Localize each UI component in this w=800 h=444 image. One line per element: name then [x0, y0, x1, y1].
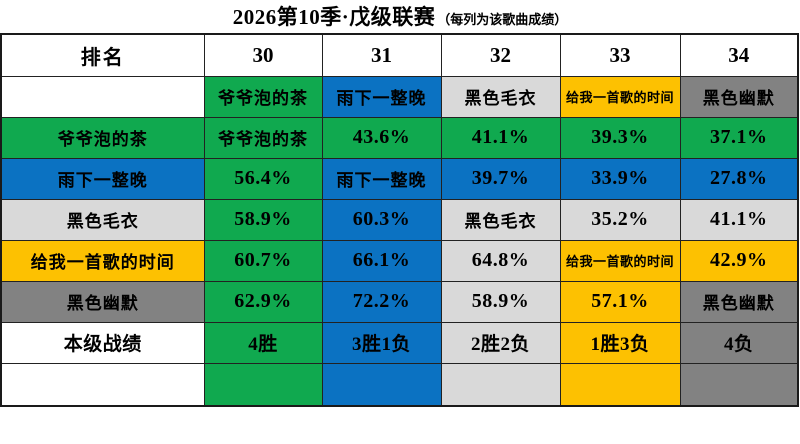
- table-cell: 66.1%: [321, 239, 442, 282]
- league-table-body: 排名 30 31 32 33 34 爷爷泡的茶 雨下一整晚 黑色毛衣 给我一首歌的时间 黑色幽默 爷爷…: [0, 33, 799, 407]
- table-cell: 56.4%: [203, 157, 323, 200]
- table-cell: 黑色毛衣: [440, 75, 561, 118]
- league-table: 排名 30 31 32 33 34 爷爷泡的茶 雨下一整晚 黑色毛衣 给我一首歌的时间 黑色幽默 爷爷…: [0, 33, 799, 407]
- table-cell: 35.2%: [559, 198, 681, 241]
- row-label-cell: 给我一首歌的时间: [0, 239, 205, 282]
- table-cell: [203, 362, 323, 407]
- table-row: 黑色毛衣 58.9% 60.3% 黑色毛衣 35.2% 41.1%: [0, 198, 799, 241]
- row-label-cell: 雨下一整晚: [0, 157, 205, 200]
- page-title: 2026第10季·戊级联赛 （每列为该歌曲成绩）: [0, 0, 800, 33]
- column-header-cell: 31: [321, 33, 442, 77]
- table-row: [0, 362, 799, 407]
- table-cell: 42.9%: [679, 239, 799, 282]
- table-cell: 39.3%: [559, 116, 681, 159]
- table-cell: 60.3%: [321, 198, 442, 241]
- table-cell: 60.7%: [203, 239, 323, 282]
- table-cell: 58.9%: [440, 280, 561, 323]
- table-cell: 黑色幽默: [679, 75, 799, 118]
- table-row: 本级战绩 4胜 3胜1负 2胜2负 1胜3负 4负: [0, 321, 799, 364]
- table-cell: 43.6%: [321, 116, 442, 159]
- rank-header-cell: 排名: [0, 33, 205, 77]
- table-cell: [679, 362, 799, 407]
- table-cell: 27.8%: [679, 157, 799, 200]
- table-cell: 3胜1负: [321, 321, 442, 364]
- row-label-cell: 黑色毛衣: [0, 198, 205, 241]
- header-row: 排名 30 31 32 33 34: [0, 33, 799, 77]
- table-row: 给我一首歌的时间 60.7% 66.1% 64.8% 给我一首歌的时间 42.9%: [0, 239, 799, 282]
- table-cell: 爷爷泡的茶: [203, 75, 323, 118]
- table-row: 黑色幽默 62.9% 72.2% 58.9% 57.1% 黑色幽默: [0, 280, 799, 323]
- table-cell: 33.9%: [559, 157, 681, 200]
- row-label-cell: 本级战绩: [0, 321, 205, 364]
- table-cell: 给我一首歌的时间: [559, 239, 681, 282]
- table-cell: 爷爷泡的茶: [203, 116, 323, 159]
- table-cell: 1胜3负: [559, 321, 681, 364]
- table-cell: 72.2%: [321, 280, 442, 323]
- table-cell: 37.1%: [679, 116, 799, 159]
- row-label-cell: [0, 75, 205, 118]
- table-cell: 4负: [679, 321, 799, 364]
- table-cell: [321, 362, 442, 407]
- table-cell: 4胜: [203, 321, 323, 364]
- row-label-cell: [0, 362, 205, 407]
- title-text: 2026第10季·戊级联赛: [232, 5, 436, 29]
- column-header-cell: 34: [679, 33, 799, 77]
- table-cell: 41.1%: [440, 116, 561, 159]
- table-cell: [559, 362, 681, 407]
- table-cell: 黑色幽默: [679, 280, 799, 323]
- title-subtitle: （每列为该歌曲成绩）: [437, 12, 568, 27]
- table-row: 爷爷泡的茶 雨下一整晚 黑色毛衣 给我一首歌的时间 黑色幽默: [0, 75, 799, 118]
- table-row: 雨下一整晚 56.4% 雨下一整晚 39.7% 33.9% 27.8%: [0, 157, 799, 200]
- table-cell: 62.9%: [203, 280, 323, 323]
- column-header-cell: 33: [559, 33, 681, 77]
- table-cell: 41.1%: [679, 198, 799, 241]
- table-cell: 58.9%: [203, 198, 323, 241]
- table-cell: 给我一首歌的时间: [559, 75, 681, 118]
- table-cell: 39.7%: [440, 157, 561, 200]
- table-cell: 雨下一整晚: [321, 157, 442, 200]
- row-label-cell: 黑色幽默: [0, 280, 205, 323]
- table-cell: 雨下一整晚: [321, 75, 442, 118]
- table-cell: 64.8%: [440, 239, 561, 282]
- table-row: 爷爷泡的茶 爷爷泡的茶 43.6% 41.1% 39.3% 37.1%: [0, 116, 799, 159]
- row-label-cell: 爷爷泡的茶: [0, 116, 205, 159]
- table-cell: 2胜2负: [440, 321, 561, 364]
- column-header-cell: 30: [203, 33, 323, 77]
- table-cell: [440, 362, 561, 407]
- table-cell: 黑色毛衣: [440, 198, 561, 241]
- column-header-cell: 32: [440, 33, 561, 77]
- table-cell: 57.1%: [559, 280, 681, 323]
